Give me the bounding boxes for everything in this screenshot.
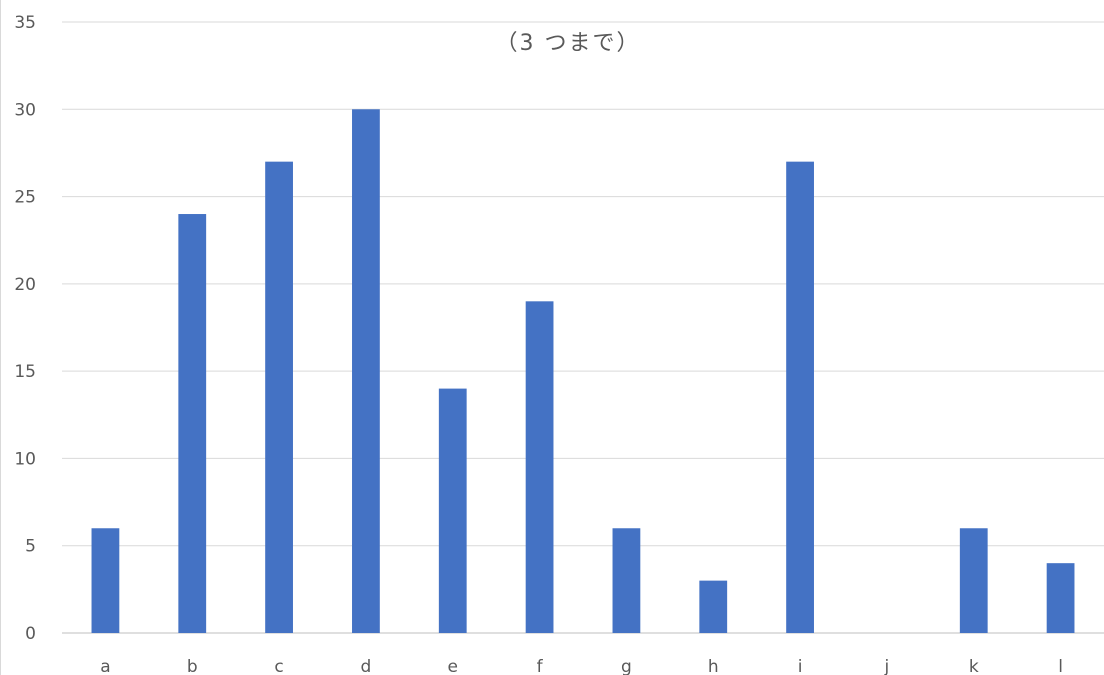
y-tick-label: 35: [14, 13, 36, 33]
x-tick-label: i: [798, 657, 803, 675]
bar-a: [91, 528, 120, 633]
y-tick-label: 20: [14, 275, 36, 295]
bar-i: [786, 161, 814, 633]
x-tick-label: h: [708, 657, 719, 675]
y-tick-label: 5: [25, 537, 36, 557]
x-tick-label: j: [884, 657, 890, 675]
x-tick-label: f: [537, 657, 544, 675]
bar-d: [352, 109, 380, 634]
bar-b: [178, 214, 207, 633]
chart-subtitle: （3 つまで）: [496, 31, 641, 56]
bar-g: [612, 528, 641, 633]
y-tick-label: 30: [14, 100, 36, 120]
y-tick-label: 0: [25, 624, 36, 644]
x-tick-label: b: [187, 657, 198, 675]
x-tick-label: c: [274, 657, 283, 675]
bar-l: [1046, 563, 1075, 633]
x-tick-label: a: [100, 657, 110, 675]
bar-f: [525, 301, 554, 633]
bar-c: [265, 161, 293, 633]
y-tick-label: 10: [14, 449, 36, 469]
y-tick-label: 25: [14, 188, 36, 208]
x-tick-label: k: [969, 657, 979, 675]
bar-h: [699, 580, 728, 633]
x-tick-label: d: [361, 657, 372, 675]
x-axis-ticks: a b c d e f g h i j k l: [100, 657, 1063, 675]
x-tick-label: e: [448, 657, 458, 675]
y-axis-ticks: 0 5 10 15 20 25 30 35: [14, 13, 36, 644]
y-tick-label: 15: [14, 362, 36, 382]
x-tick-label: l: [1058, 657, 1063, 675]
bar-e: [438, 388, 467, 633]
x-tick-label: g: [621, 657, 632, 675]
bars: [91, 109, 1075, 634]
bar-k: [959, 528, 988, 633]
